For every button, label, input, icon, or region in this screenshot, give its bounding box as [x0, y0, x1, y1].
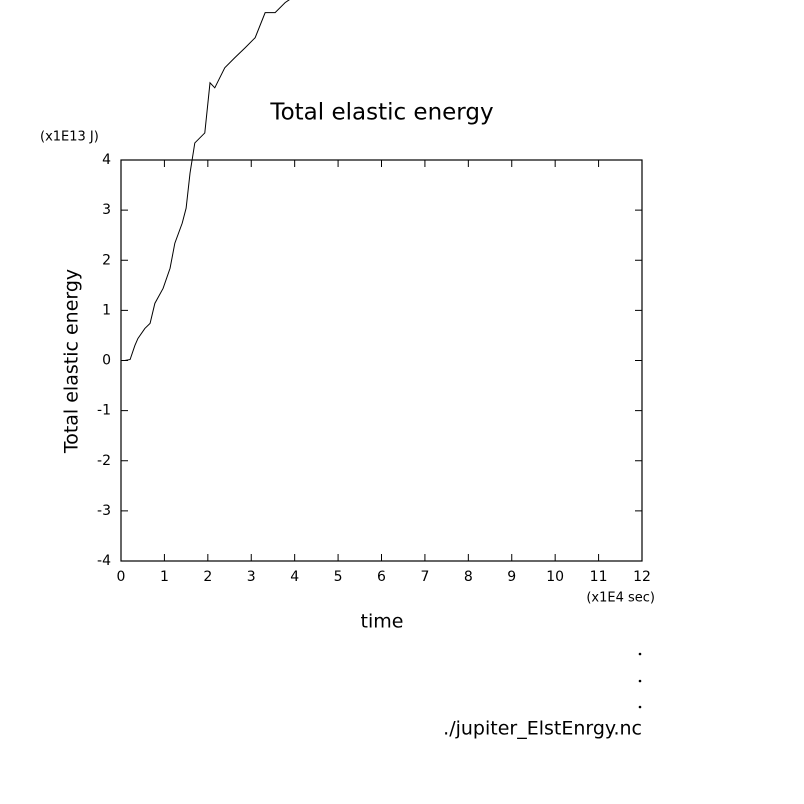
x-tick-label: 3 — [247, 569, 256, 585]
x-tick-label: 5 — [334, 569, 343, 585]
y-tick-label: 0 — [102, 353, 111, 369]
y-tick-label: -3 — [97, 503, 111, 519]
x-tick-label: 1 — [160, 569, 169, 585]
x-tick-label: 12 — [633, 569, 651, 585]
x-tick-label: 2 — [203, 569, 212, 585]
data-line — [124, 0, 290, 361]
x-tick-label: 6 — [377, 569, 386, 585]
plot-frame — [120, 159, 643, 562]
dot — [638, 652, 642, 656]
y-tick-label: -1 — [97, 403, 111, 419]
y-tick-label: -2 — [97, 453, 111, 469]
x-unit: (x1E4 sec) — [586, 591, 655, 606]
y-tick-label: -4 — [97, 553, 111, 569]
x-tick-label: 11 — [590, 569, 608, 585]
x-tick-label: 10 — [546, 569, 564, 585]
y-tick-label: 1 — [102, 302, 111, 318]
x-tick-label: 9 — [507, 569, 516, 585]
dot — [638, 679, 642, 683]
y-tick-label: 3 — [102, 202, 111, 218]
x-tick-label: 7 — [420, 569, 429, 585]
y-tick-label: 2 — [102, 252, 111, 268]
y-unit: (x1E13 J) — [40, 130, 99, 145]
dot — [638, 705, 642, 709]
x-tick-label: 0 — [117, 569, 126, 585]
chart-title: Total elastic energy — [269, 100, 493, 126]
x-tick-label: 8 — [464, 569, 473, 585]
y-axis-label: Total elastic energy — [61, 269, 83, 454]
y-tick-label: 4 — [102, 152, 111, 168]
x-tick-label: 4 — [290, 569, 299, 585]
footer-file: ./jupiter_ElstEnrgy.nc — [443, 718, 642, 740]
x-axis-label: time — [361, 611, 404, 633]
